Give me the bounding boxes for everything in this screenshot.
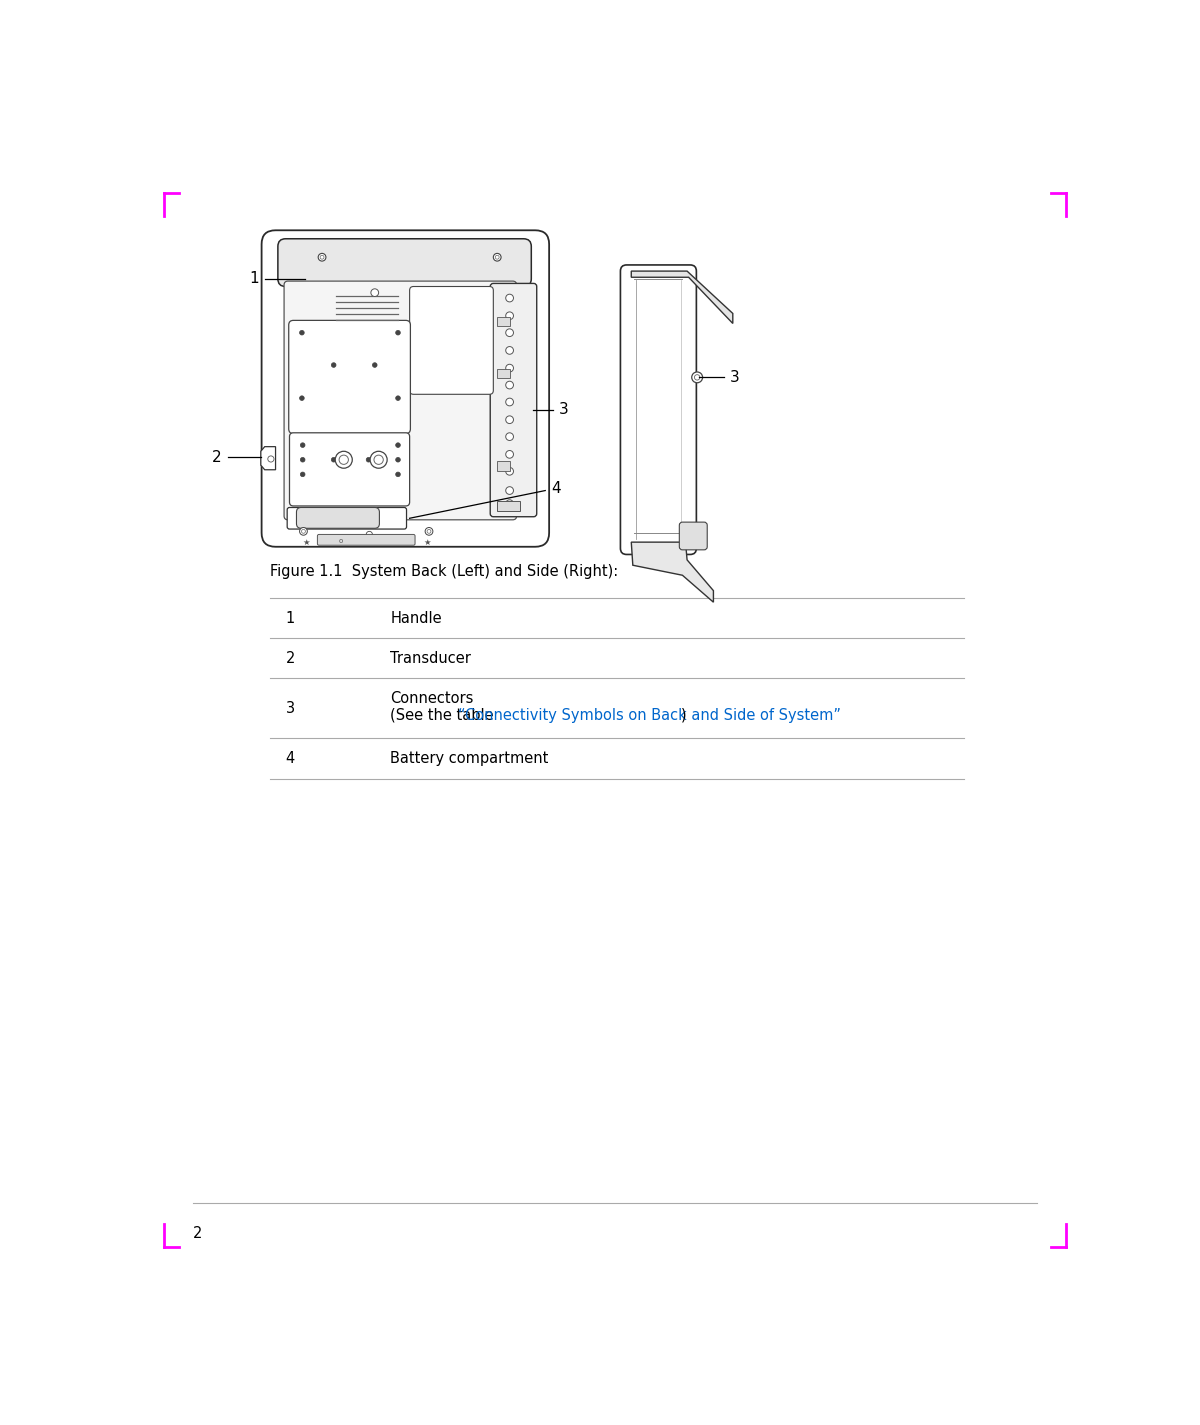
FancyBboxPatch shape	[620, 265, 696, 554]
Circle shape	[505, 365, 514, 372]
Text: 1: 1	[286, 611, 295, 626]
Circle shape	[340, 455, 348, 465]
Circle shape	[505, 433, 514, 440]
Circle shape	[496, 255, 499, 259]
Circle shape	[300, 527, 307, 536]
Circle shape	[396, 472, 401, 477]
Circle shape	[505, 294, 514, 302]
Text: “Connectivity Symbols on Back and Side of System”: “Connectivity Symbols on Back and Side o…	[458, 708, 841, 722]
Circle shape	[300, 457, 305, 462]
Text: ★: ★	[424, 537, 431, 547]
FancyBboxPatch shape	[317, 534, 415, 546]
Polygon shape	[260, 446, 276, 470]
Text: Connectors: Connectors	[390, 691, 474, 705]
Circle shape	[300, 396, 305, 400]
Circle shape	[372, 363, 377, 368]
Text: 2: 2	[286, 651, 295, 665]
Circle shape	[695, 375, 700, 380]
Circle shape	[505, 312, 514, 319]
Circle shape	[331, 363, 336, 368]
Circle shape	[396, 443, 401, 447]
FancyBboxPatch shape	[262, 231, 550, 547]
Text: 3: 3	[286, 701, 295, 715]
Circle shape	[505, 487, 514, 494]
Circle shape	[396, 331, 401, 335]
Circle shape	[493, 254, 502, 261]
Circle shape	[370, 452, 388, 469]
Circle shape	[505, 500, 514, 507]
Bar	[497, 316, 510, 326]
Circle shape	[505, 346, 514, 355]
Text: ★: ★	[302, 537, 311, 547]
Text: 4: 4	[286, 751, 295, 767]
FancyBboxPatch shape	[289, 433, 409, 506]
Polygon shape	[631, 271, 733, 323]
Circle shape	[425, 527, 433, 536]
Circle shape	[374, 455, 383, 465]
Circle shape	[505, 398, 514, 406]
Circle shape	[331, 457, 336, 462]
Text: o: o	[338, 539, 343, 544]
Circle shape	[301, 530, 305, 533]
Text: 2: 2	[193, 1226, 202, 1241]
FancyBboxPatch shape	[491, 284, 536, 517]
FancyBboxPatch shape	[287, 507, 407, 529]
Text: Battery compartment: Battery compartment	[390, 751, 548, 767]
Circle shape	[427, 530, 431, 533]
Circle shape	[320, 255, 324, 259]
FancyBboxPatch shape	[296, 507, 379, 529]
FancyBboxPatch shape	[409, 286, 493, 395]
Circle shape	[268, 456, 274, 462]
Text: Handle: Handle	[390, 611, 442, 626]
Circle shape	[300, 331, 305, 335]
Circle shape	[691, 372, 702, 383]
Circle shape	[371, 289, 379, 296]
Text: 4: 4	[552, 480, 562, 496]
Text: 3: 3	[730, 370, 739, 385]
FancyBboxPatch shape	[679, 522, 707, 550]
Circle shape	[505, 416, 514, 423]
Bar	[497, 500, 521, 512]
Text: Transducer: Transducer	[390, 651, 472, 665]
Text: 3: 3	[559, 402, 569, 418]
Circle shape	[318, 254, 326, 261]
Polygon shape	[631, 542, 714, 603]
Text: 1: 1	[248, 271, 258, 286]
Circle shape	[300, 443, 305, 447]
Circle shape	[366, 532, 372, 537]
Circle shape	[396, 457, 401, 462]
Circle shape	[505, 467, 514, 475]
Circle shape	[396, 396, 401, 400]
Text: 2: 2	[211, 450, 221, 465]
Circle shape	[366, 457, 371, 462]
FancyBboxPatch shape	[289, 321, 410, 433]
Circle shape	[505, 382, 514, 389]
Circle shape	[300, 472, 305, 477]
Bar	[497, 369, 510, 378]
Circle shape	[335, 452, 353, 469]
Bar	[497, 462, 510, 470]
Text: (See the table: (See the table	[390, 708, 498, 722]
Text: Figure 1.1  System Back (Left) and Side (Right):: Figure 1.1 System Back (Left) and Side (…	[270, 564, 618, 579]
Circle shape	[505, 450, 514, 459]
Circle shape	[505, 329, 514, 336]
FancyBboxPatch shape	[284, 281, 516, 520]
FancyBboxPatch shape	[278, 239, 532, 286]
Text: ): )	[680, 708, 686, 722]
